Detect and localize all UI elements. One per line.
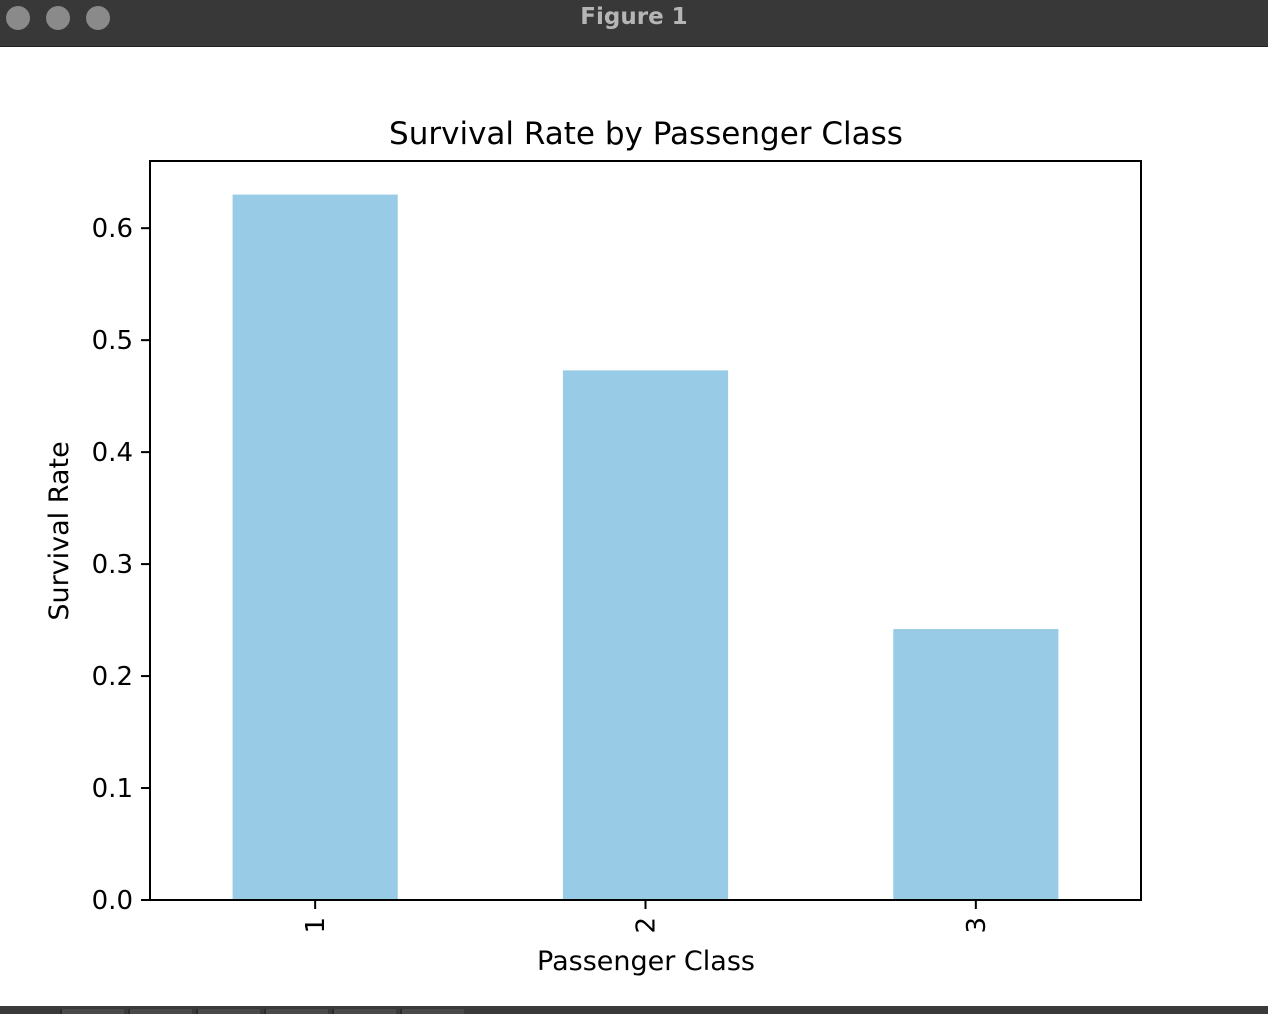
y-axis-label: Survival Rate bbox=[44, 441, 75, 620]
y-tick-label: 0.5 bbox=[92, 326, 133, 356]
x-tick-label: 3 bbox=[962, 917, 992, 934]
minimize-window-button[interactable] bbox=[46, 6, 70, 30]
bar-class-2 bbox=[562, 370, 729, 901]
figure-canvas: Survival Rate by Passenger Class 0.0 0.1 0… bbox=[0, 47, 1268, 1006]
window-title: Figure 1 bbox=[580, 4, 688, 30]
dock-item[interactable] bbox=[60, 1009, 124, 1014]
x-axis-label: Passenger Class bbox=[537, 946, 755, 977]
x-tick-label: 1 bbox=[301, 917, 331, 934]
dock-item[interactable] bbox=[400, 1009, 464, 1014]
y-tick-label: 0.3 bbox=[92, 550, 133, 580]
y-tick-label: 0.4 bbox=[92, 438, 133, 468]
bar-class-1 bbox=[232, 194, 398, 900]
y-tick-label: 0.0 bbox=[92, 886, 133, 916]
x-axis-ticks: 1 2 3 bbox=[301, 900, 992, 934]
y-tick-label: 0.6 bbox=[92, 214, 133, 244]
dock-item[interactable] bbox=[196, 1009, 260, 1014]
bar-class-3 bbox=[893, 629, 1059, 900]
dock-item[interactable] bbox=[264, 1009, 328, 1014]
y-tick-label: 0.2 bbox=[92, 662, 133, 692]
dock-item[interactable] bbox=[128, 1009, 192, 1014]
x-tick-label: 2 bbox=[632, 917, 662, 934]
close-window-button[interactable] bbox=[6, 6, 30, 30]
y-tick-label: 0.1 bbox=[92, 774, 133, 804]
chart-title: Survival Rate by Passenger Class bbox=[389, 116, 903, 152]
zoom-window-button[interactable] bbox=[86, 6, 110, 30]
y-axis-ticks: 0.0 0.1 0.2 0.3 0.4 0.5 0.6 bbox=[92, 214, 150, 916]
bars-layer bbox=[232, 194, 1059, 901]
bar-chart: Survival Rate by Passenger Class 0.00.10… bbox=[44, 116, 1142, 977]
window-titlebar: Figure 1 bbox=[0, 0, 1268, 47]
dock-bar bbox=[0, 1006, 1268, 1014]
dock-item[interactable] bbox=[332, 1009, 396, 1014]
